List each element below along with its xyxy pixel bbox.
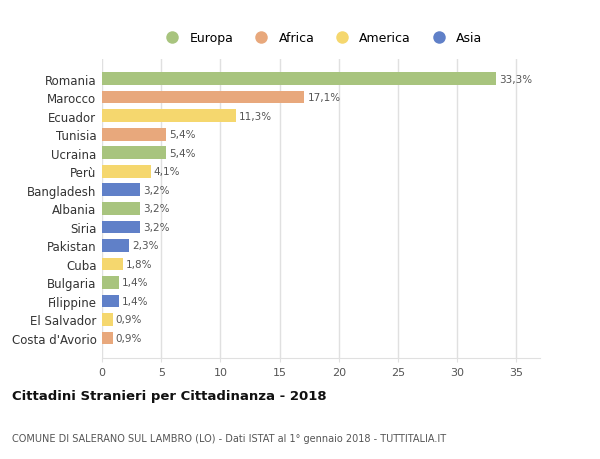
Bar bbox=[102, 313, 113, 326]
Text: 3,2%: 3,2% bbox=[143, 222, 169, 232]
Text: 3,2%: 3,2% bbox=[143, 185, 169, 196]
Bar bbox=[102, 147, 166, 160]
Bar bbox=[102, 202, 140, 215]
Text: 0,9%: 0,9% bbox=[116, 333, 142, 343]
Text: 1,4%: 1,4% bbox=[122, 278, 148, 288]
Bar bbox=[102, 276, 119, 289]
Legend: Europa, Africa, America, Asia: Europa, Africa, America, Asia bbox=[155, 27, 487, 50]
Text: 2,3%: 2,3% bbox=[132, 241, 158, 251]
Bar bbox=[102, 110, 236, 123]
Text: 5,4%: 5,4% bbox=[169, 130, 196, 140]
Bar bbox=[102, 73, 496, 86]
Text: 5,4%: 5,4% bbox=[169, 148, 196, 158]
Text: Cittadini Stranieri per Cittadinanza - 2018: Cittadini Stranieri per Cittadinanza - 2… bbox=[12, 389, 326, 403]
Text: 17,1%: 17,1% bbox=[307, 93, 341, 103]
Text: 11,3%: 11,3% bbox=[239, 112, 272, 122]
Text: 1,8%: 1,8% bbox=[126, 259, 153, 269]
Text: 3,2%: 3,2% bbox=[143, 204, 169, 214]
Text: COMUNE DI SALERANO SUL LAMBRO (LO) - Dati ISTAT al 1° gennaio 2018 - TUTTITALIA.: COMUNE DI SALERANO SUL LAMBRO (LO) - Dat… bbox=[12, 433, 446, 442]
Bar bbox=[102, 129, 166, 141]
Text: 33,3%: 33,3% bbox=[499, 74, 532, 84]
Bar bbox=[102, 184, 140, 196]
Bar bbox=[102, 295, 119, 308]
Bar bbox=[102, 92, 304, 104]
Text: 1,4%: 1,4% bbox=[122, 296, 148, 306]
Bar bbox=[102, 240, 129, 252]
Bar bbox=[102, 166, 151, 178]
Bar bbox=[102, 258, 124, 270]
Bar bbox=[102, 332, 113, 344]
Text: 0,9%: 0,9% bbox=[116, 315, 142, 325]
Bar bbox=[102, 221, 140, 234]
Text: 4,1%: 4,1% bbox=[154, 167, 180, 177]
